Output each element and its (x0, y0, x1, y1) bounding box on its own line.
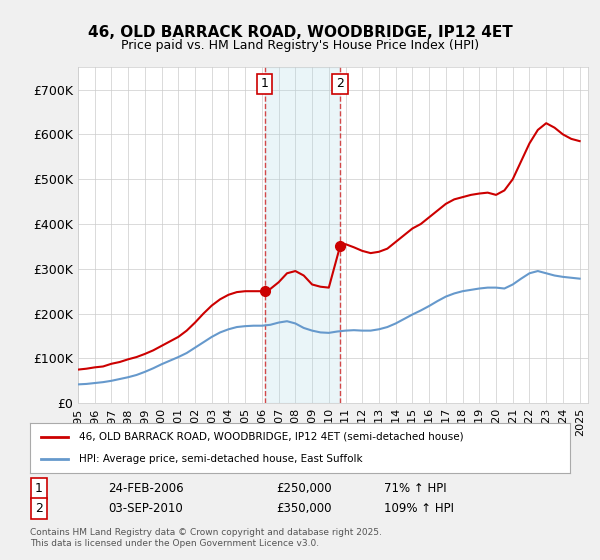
Bar (265, 67, 340, 403)
Text: 1: 1 (261, 77, 269, 90)
Text: HPI: Average price, semi-detached house, East Suffolk: HPI: Average price, semi-detached house,… (79, 454, 362, 464)
Text: 2: 2 (35, 502, 43, 515)
Text: £350,000: £350,000 (276, 502, 331, 515)
Text: 03-SEP-2010: 03-SEP-2010 (108, 502, 183, 515)
Text: 71% ↑ HPI: 71% ↑ HPI (384, 482, 446, 495)
Text: Contains HM Land Registry data © Crown copyright and database right 2025.
This d: Contains HM Land Registry data © Crown c… (30, 528, 382, 548)
Text: £250,000: £250,000 (276, 482, 332, 495)
Text: 1: 1 (35, 482, 43, 495)
Text: 46, OLD BARRACK ROAD, WOODBRIDGE, IP12 4ET: 46, OLD BARRACK ROAD, WOODBRIDGE, IP12 4… (88, 25, 512, 40)
Text: 2: 2 (336, 77, 344, 90)
Text: 24-FEB-2006: 24-FEB-2006 (108, 482, 184, 495)
Text: Price paid vs. HM Land Registry's House Price Index (HPI): Price paid vs. HM Land Registry's House … (121, 39, 479, 52)
Text: 109% ↑ HPI: 109% ↑ HPI (384, 502, 454, 515)
Text: 46, OLD BARRACK ROAD, WOODBRIDGE, IP12 4ET (semi-detached house): 46, OLD BARRACK ROAD, WOODBRIDGE, IP12 4… (79, 432, 463, 442)
